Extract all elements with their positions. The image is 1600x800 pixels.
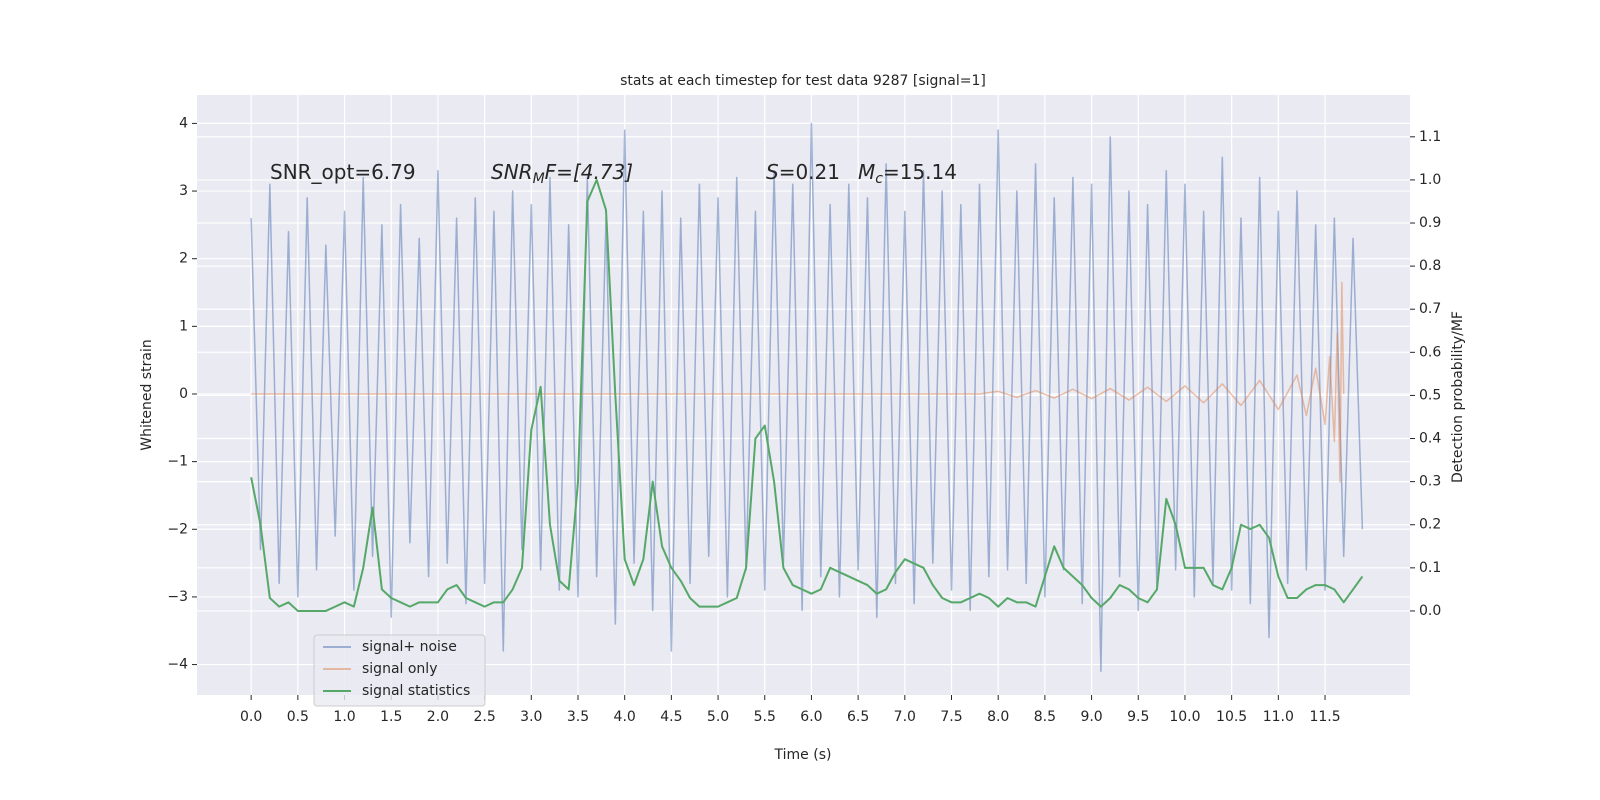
y2-tick-label: 0.7 [1419, 301, 1441, 317]
y2-tick-label: 0.3 [1419, 474, 1441, 490]
y-tick-label: −1 [167, 454, 188, 470]
x-tick-label: 5.0 [707, 709, 729, 725]
x-tick-label: 8.5 [1034, 709, 1056, 725]
x-tick-label: 11.5 [1309, 709, 1340, 725]
x-tick-label: 7.5 [940, 709, 962, 725]
x-axis-label: Time (s) [774, 747, 832, 763]
x-tick-label: 11.0 [1263, 709, 1294, 725]
annotation: Mc=15.14 [858, 160, 957, 188]
x-tick-label: 6.0 [800, 709, 822, 725]
annotation: SNRMF=[4.73] [491, 160, 633, 188]
y-tick-label: −3 [167, 589, 188, 605]
y2-tick-label: 0.0 [1419, 603, 1441, 619]
x-tick-label: 1.5 [380, 709, 402, 725]
y-tick-label: −4 [167, 657, 188, 673]
x-tick-label: 3.5 [567, 709, 589, 725]
y-tick-label: 4 [179, 115, 188, 131]
y-tick-label: 1 [179, 318, 188, 334]
annotation-part: c [875, 171, 883, 187]
series-line [250, 178, 1364, 612]
annotation-part: F=[4.73] [545, 160, 633, 184]
y2-tick-label: 0.8 [1419, 258, 1441, 274]
y2-tick-label: 0.2 [1419, 517, 1441, 533]
legend-box [313, 634, 486, 707]
annotation-part: S [766, 160, 779, 184]
x-tick-label: 10.5 [1216, 709, 1247, 725]
series-line [250, 122, 1364, 673]
y-tick-label: 0 [179, 386, 188, 402]
x-tick-label: 7.0 [894, 709, 916, 725]
legend-label: signal+ noise [362, 639, 457, 655]
annotation-part: SNR [491, 160, 533, 184]
y-tick-label: −2 [167, 521, 188, 537]
series-line [251, 281, 1345, 483]
plot-series [250, 122, 1364, 673]
x-tick-label: 5.5 [754, 709, 776, 725]
x-tick-label: 3.0 [520, 709, 542, 725]
x-tick-label: 9.0 [1080, 709, 1102, 725]
y-tick-label: 3 [179, 183, 188, 199]
annotation-part: =0.21 [779, 160, 840, 184]
y2-tick-label: 0.9 [1419, 215, 1441, 231]
x-tick-label: 2.0 [427, 709, 449, 725]
x-tick-label: 4.0 [614, 709, 636, 725]
x-tick-label: 0.5 [287, 709, 309, 725]
y2-tick-label: 0.4 [1419, 431, 1441, 447]
legend-label: signal only [362, 661, 437, 677]
legend-label: signal statistics [362, 683, 470, 699]
y-tick-label: 2 [179, 251, 188, 267]
y2-tick-label: 1.0 [1419, 172, 1441, 188]
annotation: S=0.21 [766, 160, 840, 184]
x-tick-label: 2.5 [473, 709, 495, 725]
x-tick-label: 1.0 [333, 709, 355, 725]
x-tick-label: 9.5 [1127, 709, 1149, 725]
y2-tick-label: 0.6 [1419, 344, 1441, 360]
x-tick-label: 4.5 [660, 709, 682, 725]
annotation-part: =15.14 [883, 160, 957, 184]
x-tick-label: 0.0 [240, 709, 262, 725]
x-tick-label: 6.5 [847, 709, 869, 725]
annotation-part: M [858, 160, 875, 184]
y-axis-label: Whitened strain [139, 339, 155, 450]
y2-tick-label: 0.5 [1419, 387, 1441, 403]
chart-title: stats at each timestep for test data 928… [620, 73, 986, 89]
annotation: SNR_opt=6.79 [270, 160, 416, 184]
y2-axis-label: Detection probability/MF [1450, 311, 1466, 483]
y2-tick-label: 0.1 [1419, 560, 1441, 576]
x-tick-label: 10.0 [1169, 709, 1200, 725]
x-tick-label: 8.0 [987, 709, 1009, 725]
y2-tick-label: 1.1 [1419, 129, 1441, 145]
annotation-part: SNR_opt=6.79 [270, 160, 416, 184]
annotation-part: M [533, 171, 545, 187]
